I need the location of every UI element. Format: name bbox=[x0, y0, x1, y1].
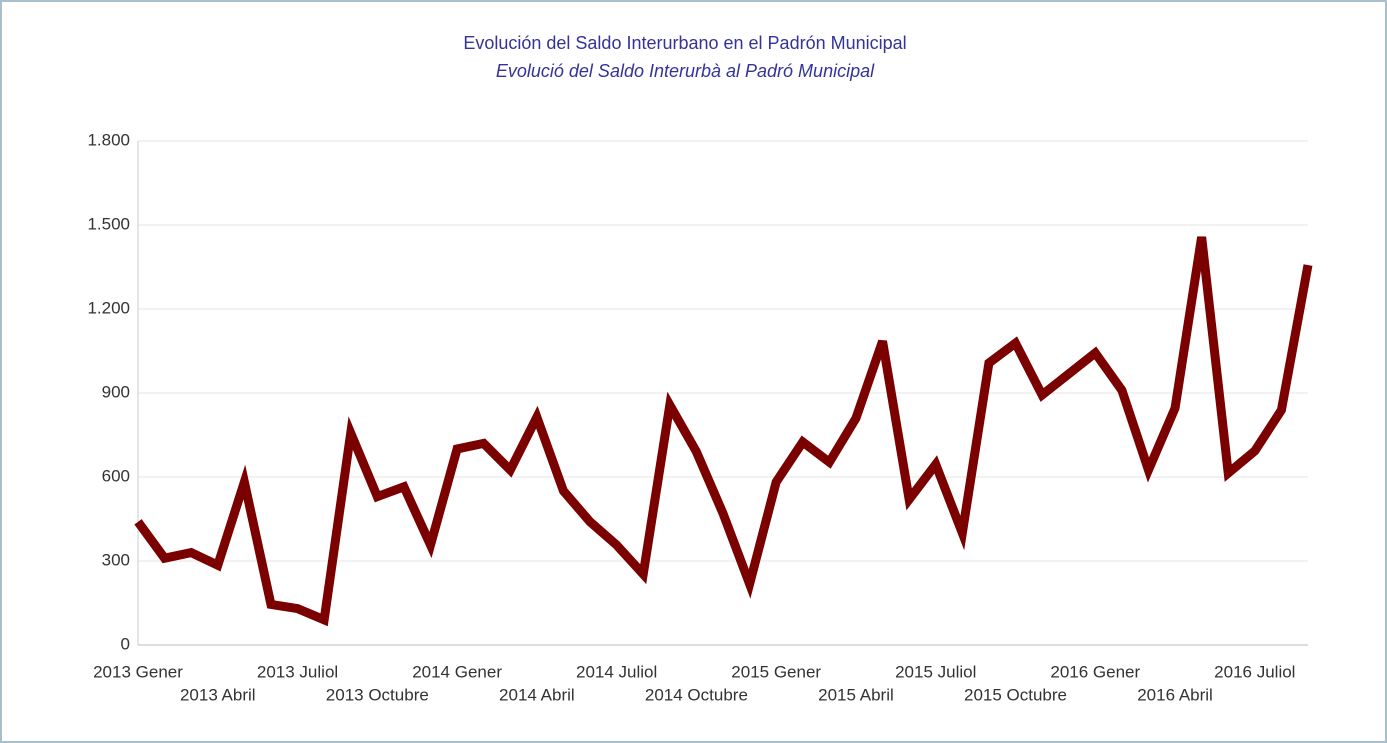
x-tick-label: 2013 Octubre bbox=[326, 685, 429, 704]
x-tick-label: 2013 Juliol bbox=[257, 662, 338, 681]
x-tick-label: 2014 Gener bbox=[412, 662, 502, 681]
x-tick-label: 2015 Octubre bbox=[964, 685, 1067, 704]
x-tick-label: 2015 Gener bbox=[731, 662, 821, 681]
x-tick-label: 2016 Abril bbox=[1137, 685, 1213, 704]
x-tick-label: 2013 Abril bbox=[180, 685, 256, 704]
y-tick-label: 1.500 bbox=[87, 214, 130, 233]
y-tick-label: 1.200 bbox=[87, 298, 130, 317]
y-tick-label: 0 bbox=[121, 634, 130, 653]
x-tick-label: 2016 Juliol bbox=[1214, 662, 1295, 681]
x-tick-label: 2016 Gener bbox=[1050, 662, 1140, 681]
x-tick-label: 2015 Abril bbox=[818, 685, 894, 704]
y-tick-label: 900 bbox=[102, 382, 130, 401]
y-tick-label: 600 bbox=[102, 466, 130, 485]
x-tick-label: 2014 Octubre bbox=[645, 685, 748, 704]
x-tick-label: 2013 Gener bbox=[93, 662, 183, 681]
x-tick-label: 2014 Abril bbox=[499, 685, 575, 704]
chart-title: Evolución del Saldo Interurbano en el Pa… bbox=[463, 33, 906, 53]
x-tick-label: 2015 Juliol bbox=[895, 662, 976, 681]
chart-subtitle: Evolució del Saldo Interurbà al Padró Mu… bbox=[496, 61, 875, 81]
y-tick-label: 1.800 bbox=[87, 130, 130, 149]
y-tick-label: 300 bbox=[102, 550, 130, 569]
line-series bbox=[134, 236, 1313, 627]
x-tick-label: 2014 Juliol bbox=[576, 662, 657, 681]
